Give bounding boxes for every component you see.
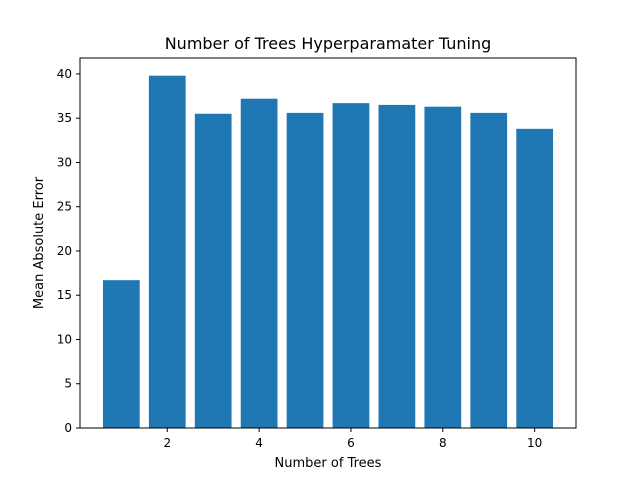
y-tick-label: 40 (57, 67, 72, 81)
x-tick-label: 6 (347, 436, 355, 450)
x-tick-label: 8 (439, 436, 447, 450)
y-tick-label: 10 (57, 332, 72, 346)
y-tick-label: 5 (64, 377, 72, 391)
y-tick-label: 35 (57, 111, 72, 125)
bar-trees-10 (516, 128, 554, 428)
y-tick-label: 20 (57, 244, 72, 258)
bar-trees-8 (424, 106, 462, 429)
y-axis-ticks: 0 5 10 15 20 25 30 35 40 (57, 67, 80, 435)
bar-trees-9 (470, 112, 508, 429)
y-axis-label: Mean Absolute Error (32, 176, 47, 309)
bars-layer (102, 75, 554, 429)
bar-trees-6 (332, 103, 370, 428)
bar-trees-3 (194, 113, 232, 428)
y-tick-label: 15 (57, 288, 72, 302)
bar-trees-7 (378, 104, 416, 428)
chart-title: Number of Trees Hyperparamater Tuning (165, 34, 492, 53)
bar-trees-4 (240, 98, 278, 428)
x-tick-label: 4 (255, 436, 263, 450)
x-axis-label: Number of Trees (275, 456, 382, 471)
bar-trees-1 (102, 280, 140, 428)
plot-frame (79, 57, 577, 429)
y-tick-label: 0 (64, 421, 72, 435)
bar-trees-2 (148, 75, 186, 429)
x-axis-ticks: 2 4 6 8 10 (163, 428, 542, 450)
x-tick-label: 2 (163, 436, 171, 450)
bar-trees-5 (286, 112, 324, 429)
y-tick-label: 25 (57, 200, 72, 214)
y-tick-label: 30 (57, 155, 72, 169)
x-tick-label: 10 (527, 436, 542, 450)
